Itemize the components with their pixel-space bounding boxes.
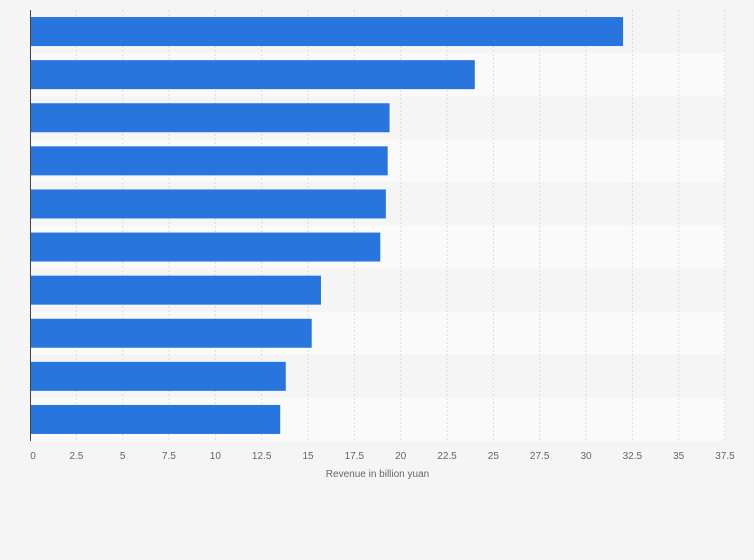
bar[interactable] (30, 17, 624, 47)
x-tick-label: 5 (120, 451, 126, 462)
x-tick-label: 25 (488, 451, 500, 462)
x-tick-label: 0 (30, 451, 36, 462)
bar[interactable] (30, 146, 388, 176)
x-tick-label: 2.5 (69, 451, 83, 462)
x-tick-label: 22.5 (437, 451, 457, 462)
bar[interactable] (30, 275, 321, 305)
x-tick-label: 37.5 (715, 451, 735, 462)
x-tick-label: 7.5 (162, 451, 176, 462)
x-tick-labels: 0 2.5 5 7.5 10 12.5 15 17.5 20 22.5 25 27.5 30 32.5 35… (30, 451, 735, 462)
bar[interactable] (30, 361, 286, 391)
x-tick-label: 17.5 (345, 451, 365, 462)
x-axis-title: Revenue in billion yuan (326, 469, 429, 480)
x-tick-label: 32.5 (623, 451, 643, 462)
bar[interactable] (30, 103, 390, 133)
bar[interactable] (30, 232, 381, 262)
x-tick-label: 30 (580, 451, 592, 462)
x-tick-label: 27.5 (530, 451, 550, 462)
x-tick-label: 35 (673, 451, 685, 462)
bars (30, 17, 624, 434)
bar[interactable] (30, 60, 475, 90)
bar[interactable] (30, 404, 281, 434)
bar[interactable] (30, 318, 312, 348)
x-tick-label: 20 (395, 451, 407, 462)
x-tick-label: 12.5 (252, 451, 272, 462)
x-tick-label: 10 (210, 451, 222, 462)
bar[interactable] (30, 189, 386, 219)
x-tick-label: 15 (302, 451, 314, 462)
